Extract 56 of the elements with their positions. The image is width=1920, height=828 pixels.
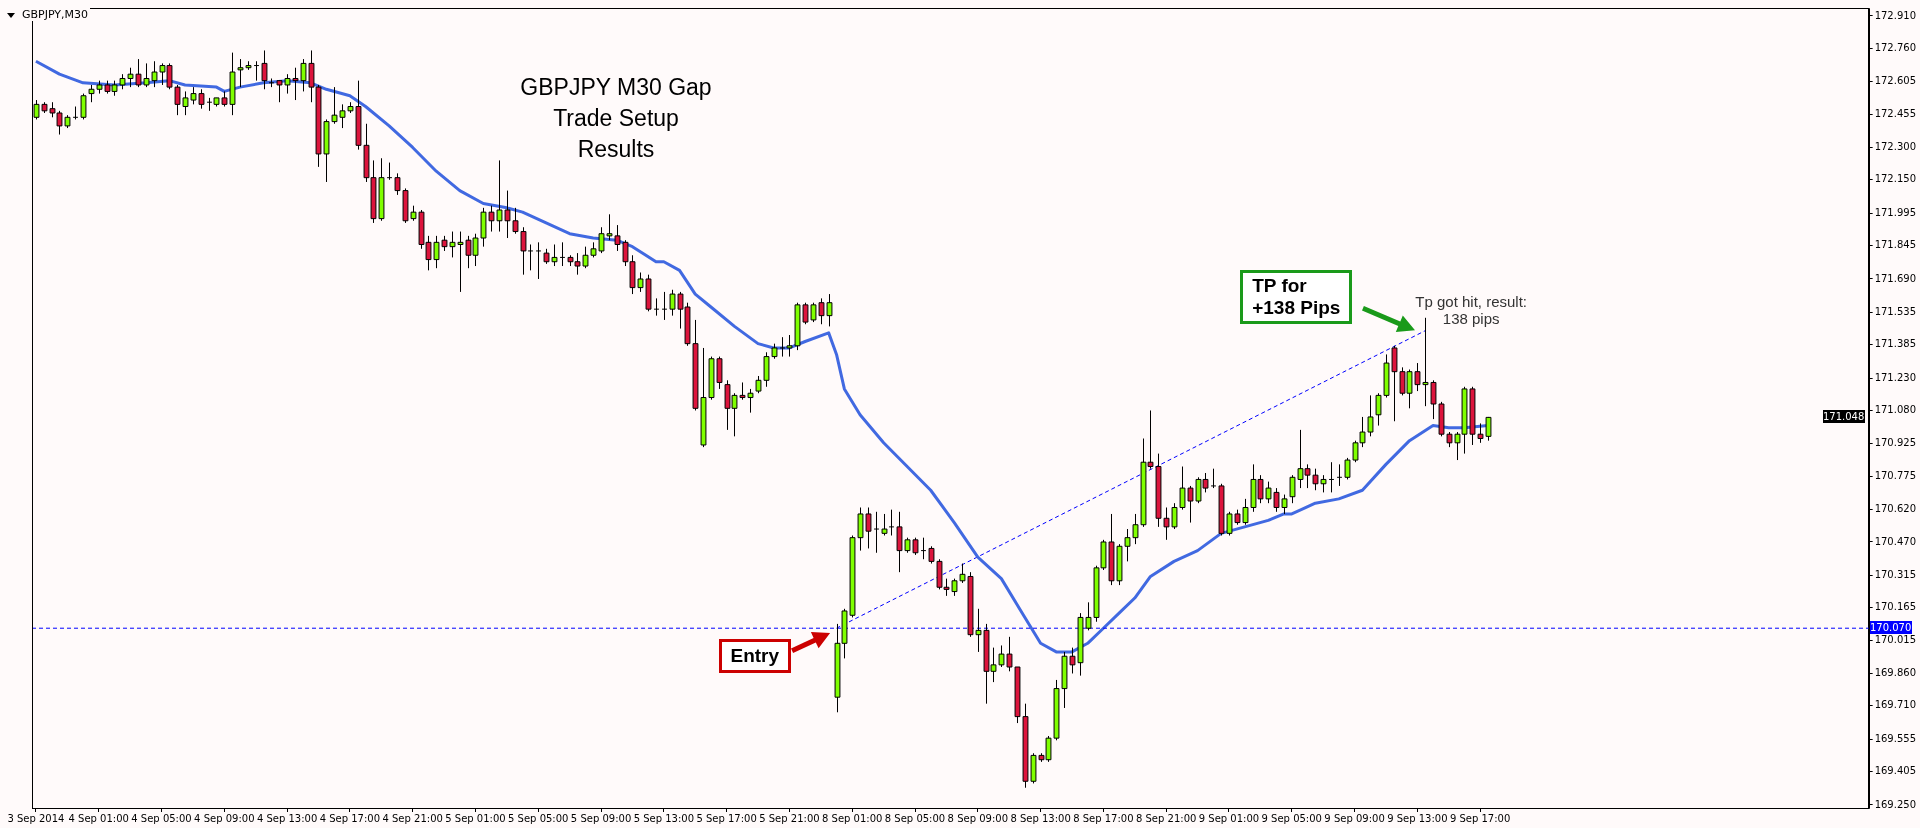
x-tick-label: 9 Sep 01:00 <box>1198 812 1260 824</box>
annotation: TP for +138 Pips <box>1240 269 1353 324</box>
ref-line-label: 170.070 <box>1869 621 1912 635</box>
y-tick-label: 170.015 <box>1874 633 1917 645</box>
x-tick-label: 5 Sep 05:00 <box>508 812 569 824</box>
x-tick-label: 9 Sep 17:00 <box>1449 812 1511 824</box>
x-tick-label: 5 Sep 17:00 <box>696 812 757 824</box>
x-tick-label: 5 Sep 13:00 <box>633 812 695 824</box>
x-tick-label: 9 Sep 09:00 <box>1324 812 1385 824</box>
y-tick-label: 169.860 <box>1874 667 1917 679</box>
x-tick-label: 5 Sep 09:00 <box>570 812 632 824</box>
y-tick-label: 171.995 <box>1874 206 1917 218</box>
y-tick-label: 170.165 <box>1874 601 1917 613</box>
y-tick-label: 171.845 <box>1874 239 1917 251</box>
annotation: 171.048 <box>1822 410 1865 424</box>
x-tick-label: 4 Sep 09:00 <box>194 812 255 824</box>
x-tick-label: 9 Sep 05:00 <box>1261 812 1322 824</box>
x-tick-label: 3 Sep 2014 <box>7 812 65 824</box>
y-tick-label: 172.760 <box>1874 41 1917 53</box>
y-tick-label: 170.470 <box>1874 535 1917 547</box>
annotation: Tp got hit, result: 138 pips <box>1414 292 1529 327</box>
y-tick-label: 169.710 <box>1874 699 1917 711</box>
x-tick-label: 5 Sep 01:00 <box>445 812 506 824</box>
y-tick-label: 169.555 <box>1874 732 1917 744</box>
y-tick-label: 172.455 <box>1874 107 1917 119</box>
x-tick-label: 9 Sep 13:00 <box>1387 812 1448 824</box>
y-tick-label: 172.605 <box>1874 75 1917 87</box>
x-tick-label: 4 Sep 17:00 <box>319 812 381 824</box>
x-tick-label: 4 Sep 01:00 <box>68 812 129 824</box>
x-tick-label: 8 Sep 09:00 <box>947 812 1008 824</box>
chart-subtitle: GBPJPY,M30 <box>20 8 91 21</box>
y-tick-label: 170.315 <box>1874 568 1917 580</box>
x-tick-label: 4 Sep 21:00 <box>382 812 443 824</box>
y-tick-label: 171.080 <box>1874 404 1917 416</box>
y-tick-label: 171.690 <box>1874 272 1917 284</box>
y-tick-label: 170.620 <box>1874 503 1917 515</box>
y-tick-label: 171.385 <box>1874 338 1917 350</box>
x-tick-label: 8 Sep 21:00 <box>1135 812 1197 824</box>
y-tick-label: 171.230 <box>1874 371 1917 383</box>
y-tick-label: 172.300 <box>1874 141 1917 153</box>
x-tick-label: 8 Sep 01:00 <box>822 812 883 824</box>
y-tick-label: 172.910 <box>1874 9 1917 21</box>
y-tick-label: 169.405 <box>1874 765 1917 777</box>
y-tick-label: 170.775 <box>1874 469 1917 481</box>
x-tick-label: 4 Sep 05:00 <box>131 812 192 824</box>
annotation: Entry <box>718 639 792 674</box>
y-tick-label: 171.535 <box>1874 305 1917 317</box>
y-tick-label: 172.150 <box>1874 173 1917 185</box>
x-tick-label: 4 Sep 13:00 <box>256 812 318 824</box>
x-tick-label: 8 Sep 05:00 <box>884 812 946 824</box>
x-tick-label: 5 Sep 21:00 <box>759 812 820 824</box>
y-tick-label: 169.250 <box>1874 798 1917 810</box>
x-tick-label: 8 Sep 13:00 <box>1010 812 1071 824</box>
x-tick-label: 8 Sep 17:00 <box>1073 812 1134 824</box>
text: GBPJPY M30 Gap Trade Setup Results <box>519 73 713 164</box>
y-tick-label: 170.925 <box>1874 437 1917 449</box>
